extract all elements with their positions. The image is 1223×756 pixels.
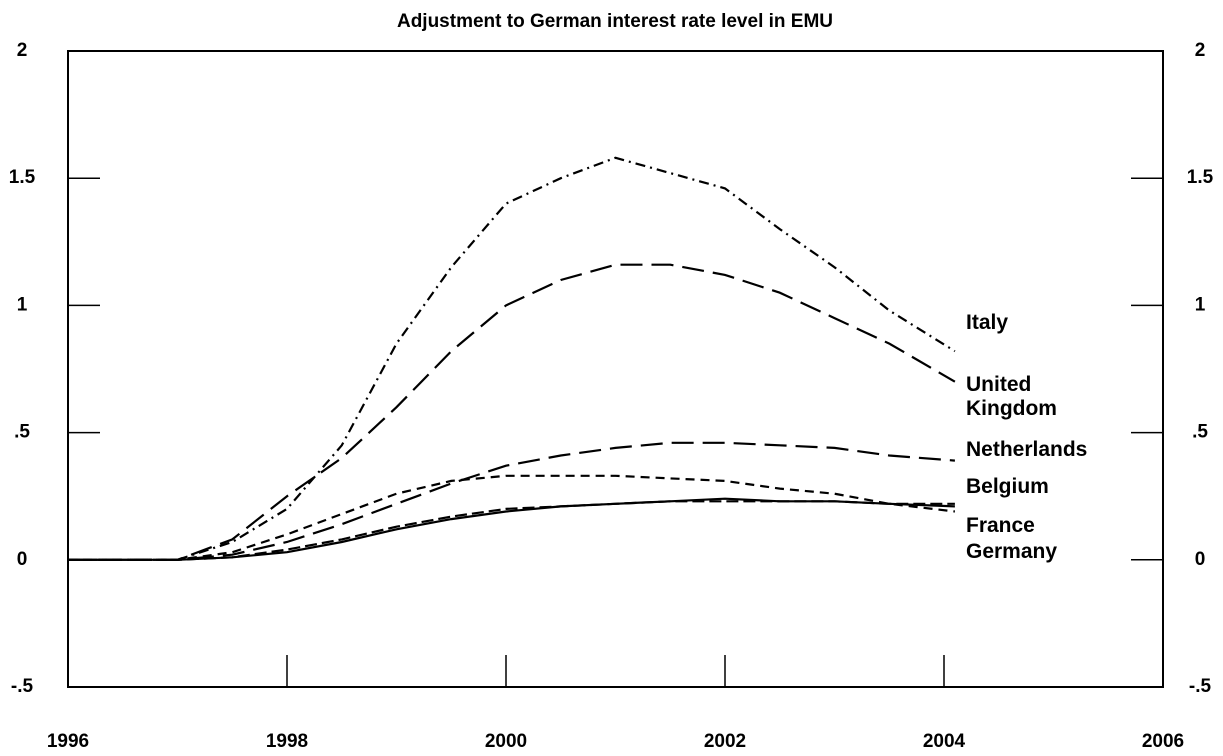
series-line [68,156,956,561]
x-tick-label: 2000 [485,731,527,752]
y2-tick-label: .5 [1192,422,1208,443]
y2-tick-label: 2 [1195,40,1206,61]
y-tick-label: -.5 [11,676,34,697]
x-tick-label: 2006 [1142,731,1184,752]
series-label: Netherlands [966,438,1088,461]
y2-tick-label: 0 [1195,549,1206,570]
plot-frame [67,50,1164,688]
chart-title: Adjustment to German interest rate level… [397,11,833,32]
series-label: United Kingdom [966,373,1057,420]
series-line [68,497,955,561]
y2-tick-label: 1.5 [1187,167,1214,188]
series-line [68,441,955,561]
x-tick-label: 1998 [266,731,308,752]
series-line [68,263,956,561]
y-tick-label: 2 [17,40,28,61]
series-label: Belgium [966,475,1049,498]
x-tick-label: 2002 [704,731,746,752]
x-tick-label: 2004 [923,731,966,752]
series-line [68,500,955,561]
y-tick-label: 1.5 [9,167,36,188]
y-tick-label: .5 [14,422,30,443]
y-tick-label: 0 [17,549,28,570]
series-line [68,474,956,561]
series-label: Italy [966,311,1009,334]
series-label: Germany [966,540,1058,563]
y2-tick-label: -.5 [1189,676,1212,697]
y-tick-label: 1 [17,294,28,315]
y2-tick-label: 1 [1195,294,1206,315]
series-label: France [966,514,1035,537]
x-tick-label: 1996 [47,731,89,752]
